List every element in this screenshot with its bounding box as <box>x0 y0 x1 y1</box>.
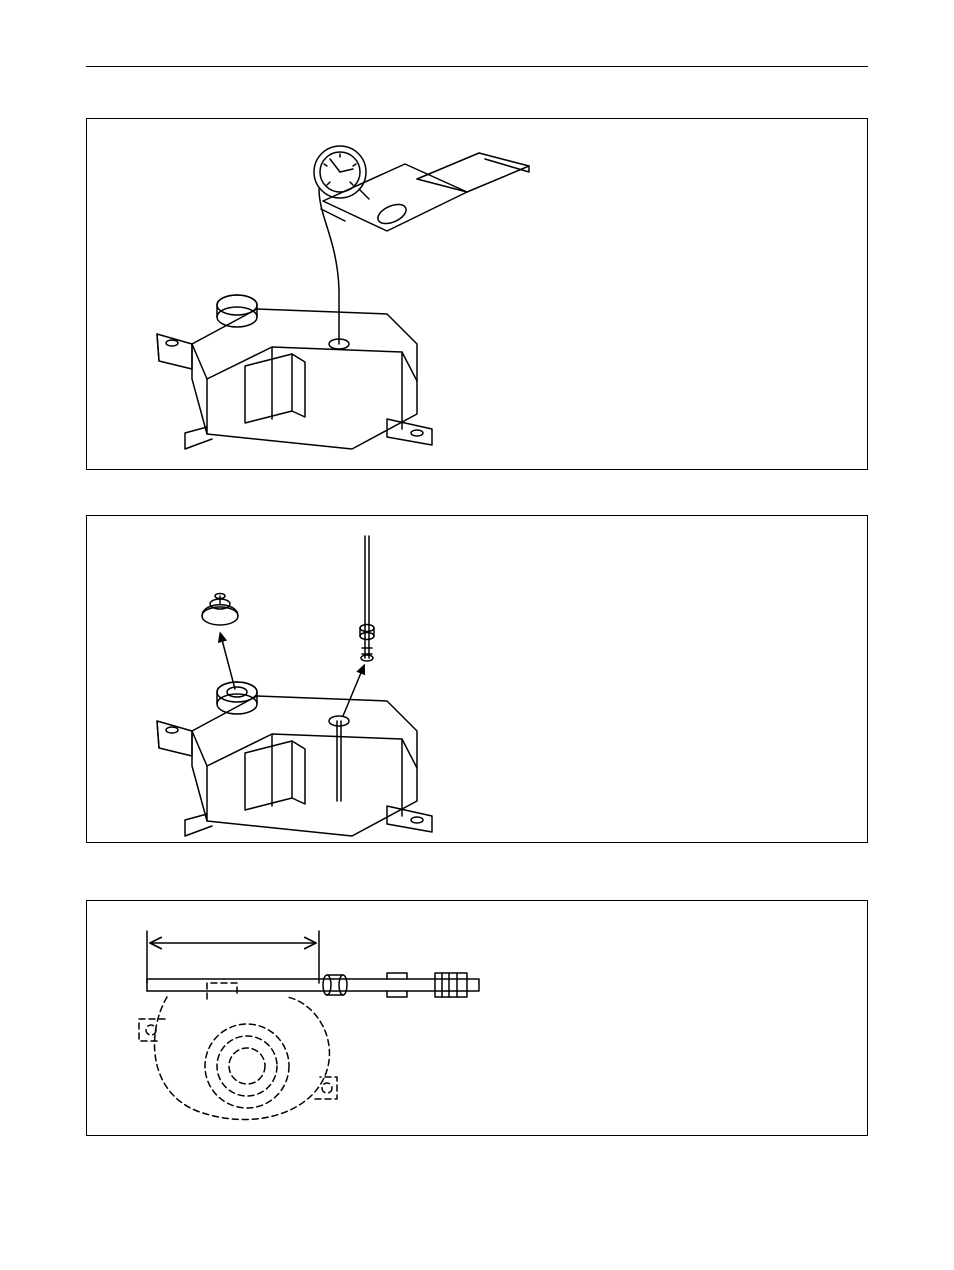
dimension-tube-length <box>147 931 319 983</box>
manual-page <box>0 0 954 1270</box>
figure-2-remove-plug-and-tube <box>86 515 868 843</box>
rubber-cap <box>202 594 238 626</box>
vacuum-pump <box>314 146 529 231</box>
figure-1-vacuum-pump-on-chamber <box>86 118 868 470</box>
chamber-body <box>157 682 432 836</box>
hose-and-port <box>319 189 349 349</box>
header-rule <box>86 66 868 67</box>
tube <box>147 973 479 997</box>
tube-end-fitting <box>435 973 479 997</box>
arrow-remove-cap <box>221 636 235 689</box>
figure-2-svg <box>87 516 869 844</box>
figure-3-svg <box>87 901 869 1137</box>
arrow-remove-tube <box>343 668 363 716</box>
carburetor-ghost <box>139 983 337 1120</box>
figure-3-tube-length <box>86 900 868 1136</box>
figure-1-svg <box>87 119 869 471</box>
vent-tube-assembly <box>360 536 374 661</box>
tube-in-port <box>337 721 341 801</box>
chamber-body <box>157 295 432 449</box>
